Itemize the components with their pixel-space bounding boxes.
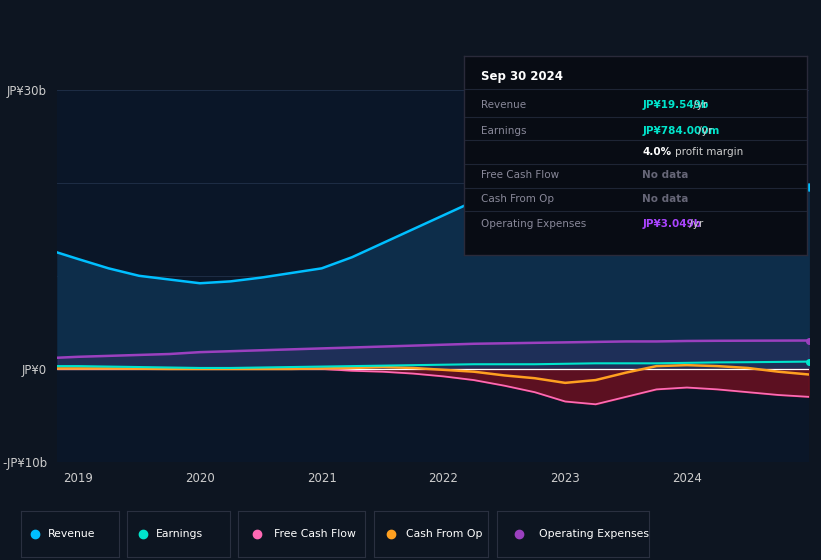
Text: No data: No data xyxy=(642,170,689,180)
Text: Operating Expenses: Operating Expenses xyxy=(481,219,586,229)
Text: /yr: /yr xyxy=(690,100,708,110)
Text: JP¥784.000m: JP¥784.000m xyxy=(642,125,720,136)
Text: profit margin: profit margin xyxy=(675,147,743,157)
Text: JP¥3.049b: JP¥3.049b xyxy=(642,219,702,229)
Text: JP¥19.549b: JP¥19.549b xyxy=(642,100,709,110)
Text: 4.0%: 4.0% xyxy=(642,147,672,157)
Text: Cash From Op: Cash From Op xyxy=(481,194,554,204)
Text: /yr: /yr xyxy=(686,219,703,229)
Text: Cash From Op: Cash From Op xyxy=(406,529,482,539)
Text: Revenue: Revenue xyxy=(48,529,95,539)
Text: Free Cash Flow: Free Cash Flow xyxy=(481,170,559,180)
Text: No data: No data xyxy=(642,194,689,204)
Text: /yr: /yr xyxy=(695,125,713,136)
Text: Operating Expenses: Operating Expenses xyxy=(539,529,649,539)
Text: Earnings: Earnings xyxy=(156,529,203,539)
Text: Free Cash Flow: Free Cash Flow xyxy=(273,529,355,539)
Text: Sep 30 2024: Sep 30 2024 xyxy=(481,71,563,83)
Text: Revenue: Revenue xyxy=(481,100,526,110)
Text: Earnings: Earnings xyxy=(481,125,526,136)
